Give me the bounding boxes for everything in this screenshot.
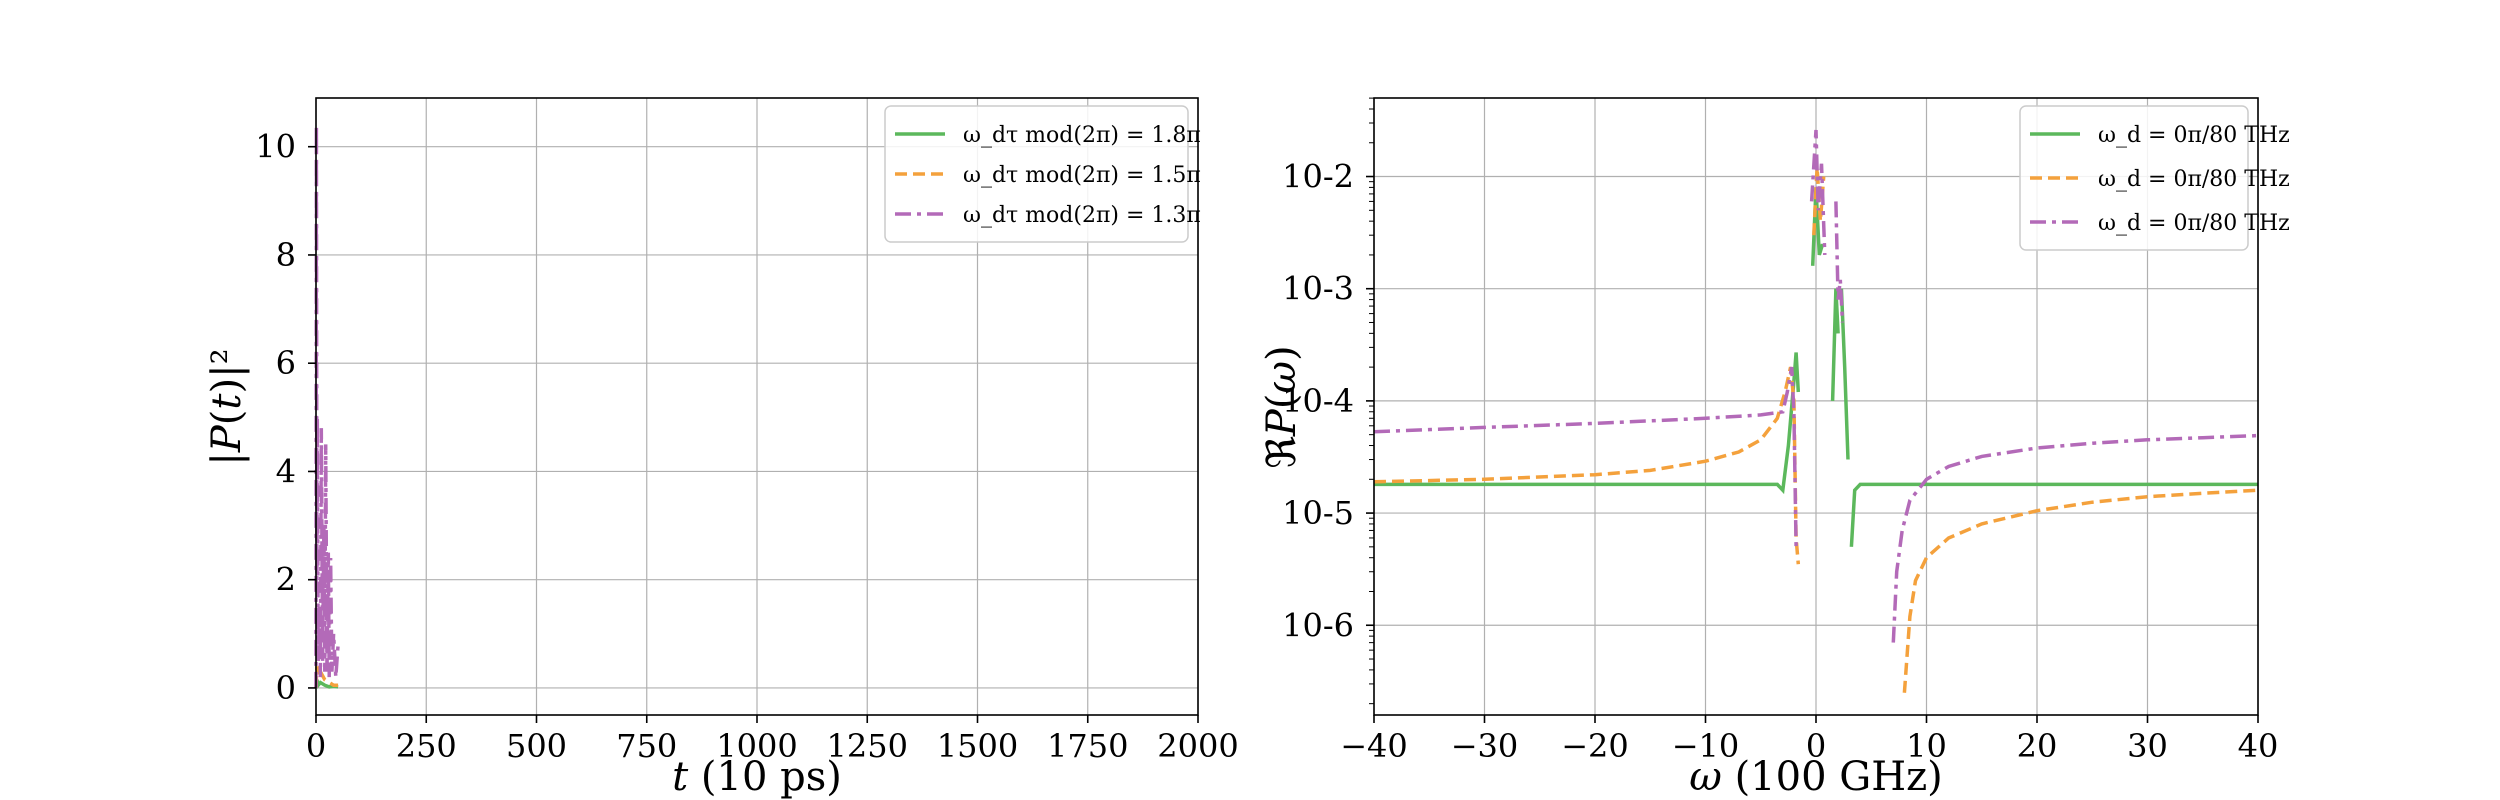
right-series-line-0: [1849, 482, 2258, 547]
right-x-tick-label: −20: [1561, 727, 1629, 765]
left-y-tick-label: 6: [276, 344, 296, 382]
left-y-tick-label: 0: [276, 669, 296, 707]
right-series-line-1: [1902, 488, 2259, 693]
time-domain-panel: 0 250 500 750 1000 1250 1500 1750 2000 0 2 4 6 8 10 t…: [204, 97, 1239, 800]
right-legend-label: ω_d = 0π/80 THz: [2098, 211, 2290, 236]
right-legend-label: ω_d = 0π/80 THz: [2098, 123, 2290, 148]
right-x-tick-label: 0: [1806, 727, 1826, 765]
left-x-axis-label: t (10 ps): [672, 754, 842, 800]
left-x-tick-label: 250: [396, 727, 457, 765]
left-legend-label: ω_dτ mod(2π) = 1.8π: [963, 123, 1201, 148]
left-gridlines: [315, 98, 1199, 715]
left-series-line-2: [314, 125, 340, 688]
right-series-line-2: [1834, 201, 1845, 323]
left-x-axis-var: t: [672, 754, 689, 800]
right-x-tick-label: −10: [1672, 727, 1740, 765]
left-x-tick-label: 1750: [1047, 727, 1128, 765]
left-series-group: [314, 125, 340, 690]
left-x-tick-label: 0: [306, 727, 326, 765]
left-x-ticks: 0 250 500 750 1000 1250 1500 1750 2000: [306, 715, 1239, 765]
right-series-group: [1373, 129, 2259, 693]
left-x-tick-label: 1250: [827, 727, 908, 765]
right-series-line-2: [1373, 366, 1798, 547]
left-x-axis-unit: (10 ps): [688, 754, 842, 800]
right-y-tick-label: 10-6: [1282, 606, 1354, 644]
left-legend-box: [884, 105, 1189, 243]
left-y-tick-label: 2: [276, 561, 296, 599]
left-x-tick-label: 750: [616, 727, 677, 765]
right-y-tick-label: 10-3: [1282, 270, 1354, 308]
left-legend-label: ω_dτ mod(2π) = 1.3π: [963, 203, 1201, 228]
left-x-tick-label: 2000: [1157, 727, 1238, 765]
right-legend-box: [2019, 105, 2249, 251]
left-x-tick-label: 500: [506, 727, 567, 765]
left-y-tick-label: 8: [276, 236, 296, 274]
left-x-tick-label: 1000: [716, 727, 797, 765]
right-legend-label: ω_d = 0π/80 THz: [2098, 167, 2290, 192]
right-x-tick-label: 30: [2127, 727, 2168, 765]
right-x-axis-label: ω (100 GHz): [1689, 754, 1943, 800]
right-legend: ω_d = 0π/80 THz ω_d = 0π/80 THz ω_d = 0π/8…: [2019, 105, 2290, 251]
right-series-line-1: [1373, 366, 1801, 565]
left-y-tick-label: 10: [255, 128, 296, 166]
right-series-line-0: [1374, 352, 1801, 495]
left-x-tick-label: 1500: [937, 727, 1018, 765]
right-series-line-2: [1891, 433, 2259, 643]
right-y-tick-label: 10-2: [1282, 158, 1354, 196]
left-y-tick-label: 4: [276, 452, 296, 490]
right-x-tick-label: 40: [2238, 727, 2279, 765]
left-series-line-1: [314, 666, 339, 688]
right-x-tick-label: 10: [1906, 727, 1947, 765]
right-series-line-0: [1830, 288, 1840, 401]
frequency-domain-panel: −40 −30 −20 −10 0 10 20 30 40 10-610-510-410-310…: [1259, 97, 2290, 800]
right-x-tick-label: −40: [1340, 727, 1408, 765]
right-y-tick-label: 10-5: [1282, 494, 1354, 532]
right-series-line-2: [1809, 129, 1827, 255]
right-x-ticks: −40 −30 −20 −10 0 10 20 30 40: [1340, 715, 2278, 765]
left-legend: ω_dτ mod(2π) = 1.8π ω_dτ mod(2π) = 1.5π ω_…: [884, 105, 1201, 243]
left-y-axis-label: |P(t)|²: [204, 348, 250, 465]
right-y-tick-label: 10-4: [1282, 382, 1354, 420]
right-y-ticks: 10-6 10-5 10-4 10-3 10-2: [1282, 97, 1374, 705]
right-y-axis-label: ℜP(ω): [1259, 345, 1305, 468]
right-x-tick-label: 20: [2017, 727, 2058, 765]
left-y-ticks: 0 2 4 6 8 10: [255, 128, 316, 707]
right-x-tick-label: −30: [1451, 727, 1519, 765]
left-legend-label: ω_dτ mod(2π) = 1.5π: [963, 163, 1201, 188]
